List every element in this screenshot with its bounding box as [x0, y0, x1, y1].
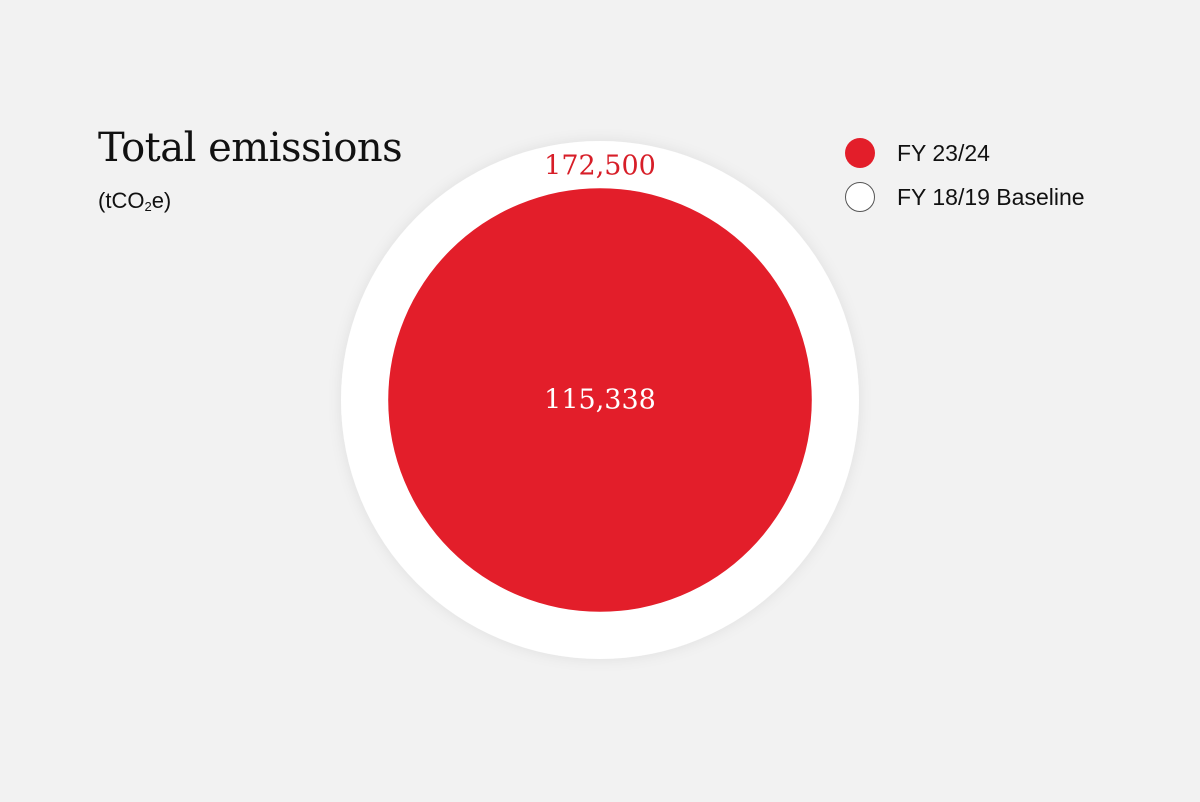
bubble-layer: 172,500 115,338: [341, 141, 859, 659]
legend: FY 23/24 FY 18/19 Baseline: [845, 136, 1085, 224]
legend-item-fy-18-19-baseline[interactable]: FY 18/19 Baseline: [845, 180, 1085, 214]
legend-swatch-red-dot-icon: [845, 138, 875, 168]
unit-prefix: (tCO: [98, 188, 145, 213]
legend-swatch-white-circle-icon: [845, 182, 875, 212]
unit-label: (tCO2e): [98, 188, 171, 214]
unit-suffix: e): [151, 188, 172, 213]
data-label-fy-23-24: 115,338: [544, 385, 656, 416]
legend-label-fy-18-19-baseline: FY 18/19 Baseline: [897, 183, 1085, 210]
bubble-fy-23-24[interactable]: [388, 188, 812, 612]
legend-label-fy-23-24: FY 23/24: [897, 139, 990, 166]
legend-item-fy-23-24[interactable]: FY 23/24: [845, 136, 1085, 170]
chart-title: Total emissions: [98, 125, 403, 171]
data-label-fy-18-19-baseline: 172,500: [544, 151, 656, 182]
unit-subscript: 2: [144, 199, 152, 214]
